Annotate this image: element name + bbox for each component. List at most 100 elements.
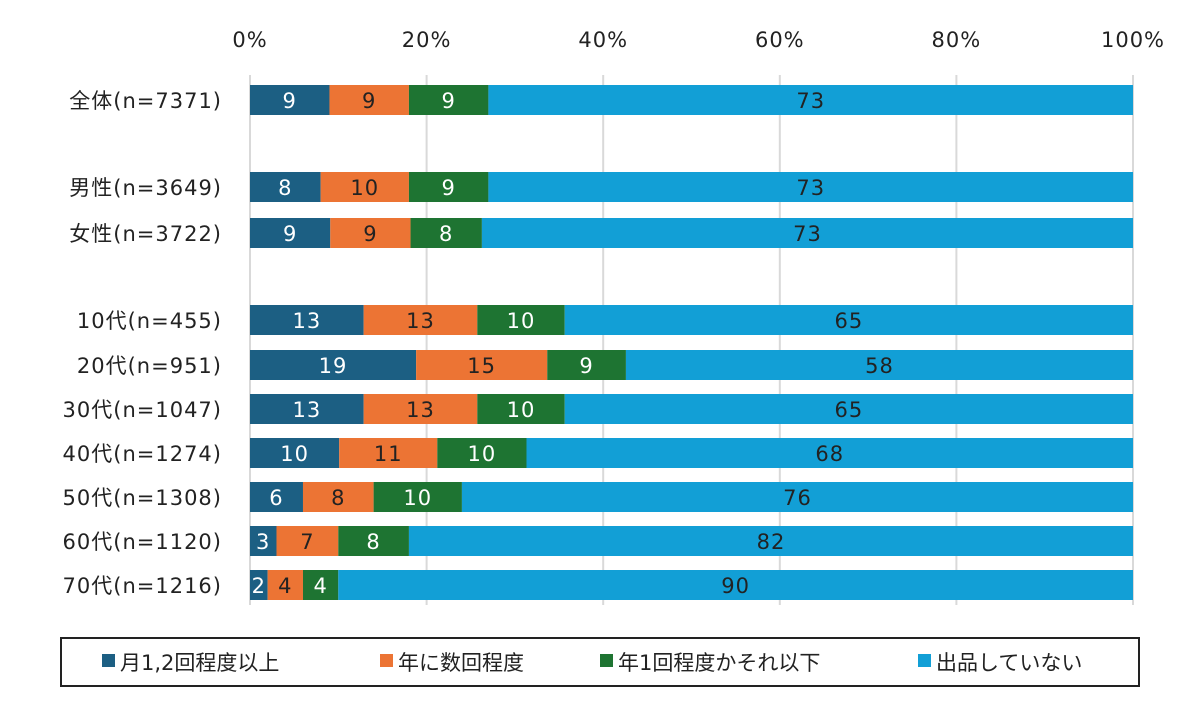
bar-segment (363, 305, 478, 335)
data-label: 9 (579, 354, 593, 378)
bar-segment (267, 570, 303, 600)
data-label: 73 (793, 222, 822, 246)
data-label: 9 (363, 222, 377, 246)
x-axis-ticks: 0% 20% 40% 60% 80% 100% (232, 28, 1165, 52)
data-label: 13 (292, 309, 321, 333)
data-label: 9 (441, 176, 455, 200)
bar-segment (363, 394, 478, 424)
category-label: 全体(n=7371) (69, 89, 222, 113)
category-label: 50代(n=1308) (63, 486, 222, 510)
bar-segment (250, 350, 417, 380)
legend-swatch (600, 654, 613, 667)
category-label: 30代(n=1047) (63, 398, 222, 422)
data-label: 11 (374, 442, 403, 466)
bar-segment (416, 350, 548, 380)
category-label: 60代(n=1120) (63, 530, 222, 554)
bar-segment (250, 305, 364, 335)
data-label: 10 (350, 176, 379, 200)
category-label: 70代(n=1216) (63, 574, 222, 598)
data-label: 73 (796, 176, 825, 200)
bar-segment (488, 85, 1133, 115)
data-label: 58 (865, 354, 894, 378)
data-label: 65 (834, 398, 863, 422)
x-tick-label: 100% (1101, 28, 1165, 52)
data-label: 90 (721, 574, 750, 598)
data-label: 13 (406, 398, 435, 422)
data-label: 13 (406, 309, 435, 333)
bar-segment (625, 350, 1133, 380)
legend-label: 年1回程度かそれ以下 (618, 651, 820, 675)
bar-segment (488, 172, 1133, 202)
data-label: 9 (362, 89, 376, 113)
bar-segment (250, 85, 330, 115)
bar-segment (250, 438, 340, 468)
data-label: 10 (507, 398, 536, 422)
bar-segment (329, 85, 409, 115)
bar-segment (330, 218, 411, 248)
data-label: 8 (439, 222, 453, 246)
bar-segment (547, 350, 626, 380)
bar-segment (250, 172, 321, 202)
data-label: 65 (834, 309, 863, 333)
bar-segment (250, 526, 277, 556)
bar-segment (410, 218, 482, 248)
data-label: 3 (256, 530, 270, 554)
bar-segment (526, 438, 1133, 468)
legend-swatch (380, 654, 393, 667)
gridlines (249, 75, 1134, 605)
data-label: 10 (468, 442, 497, 466)
bar-segment (477, 394, 565, 424)
data-label: 82 (757, 530, 786, 554)
bar-segment (250, 570, 268, 600)
data-label: 7 (300, 530, 314, 554)
data-label: 10 (280, 442, 309, 466)
bar-segment (437, 438, 527, 468)
legend-label: 月1,2回程度以上 (120, 651, 279, 675)
bar-segment (564, 305, 1133, 335)
category-label: 男性(n=3649) (69, 176, 222, 200)
bar-segment (481, 218, 1133, 248)
data-label: 15 (467, 354, 496, 378)
data-label: 76 (783, 486, 812, 510)
category-label: 女性(n=3722) (69, 222, 222, 246)
legend-label: 出品していない (936, 651, 1082, 675)
bar-segment (320, 172, 409, 202)
bar-segment (408, 85, 489, 115)
data-label: 9 (283, 89, 297, 113)
bar-segment (477, 305, 565, 335)
x-tick-label: 40% (578, 28, 628, 52)
legend: 月1,2回程度以上 年に数回程度 年1回程度かそれ以下 出品していない (60, 637, 1140, 687)
category-label: 40代(n=1274) (63, 442, 222, 466)
data-label: 4 (278, 574, 292, 598)
bar-segment (339, 438, 438, 468)
data-label: 10 (507, 309, 536, 333)
data-label: 6 (269, 486, 283, 510)
bar-segment (250, 394, 364, 424)
bar-segment (373, 482, 462, 512)
bar-segment (250, 218, 331, 248)
data-label: 8 (278, 176, 292, 200)
x-tick-label: 20% (402, 28, 452, 52)
legend-swatch (918, 654, 931, 667)
bar-segment (302, 570, 339, 600)
category-labels: 全体(n=7371) 男性(n=3649) 女性(n=3722) 10代(n=455)… (63, 89, 222, 598)
x-tick-label: 60% (755, 28, 805, 52)
bar-segment (338, 570, 1133, 600)
bar-segment (276, 526, 339, 556)
data-label: 4 (313, 574, 327, 598)
legend-swatch (102, 654, 115, 667)
x-tick-label: 80% (932, 28, 982, 52)
bar-segment (461, 482, 1133, 512)
data-label: 2 (252, 574, 266, 598)
data-label: 8 (366, 530, 380, 554)
bar-segment (302, 482, 374, 512)
category-label: 10代(n=455) (77, 309, 222, 333)
data-label: 68 (815, 442, 844, 466)
x-tick-label: 0% (232, 28, 267, 52)
data-label: 19 (319, 354, 348, 378)
bar-segment (250, 482, 303, 512)
category-label: 20代(n=951) (77, 354, 222, 378)
bar-segment (408, 526, 1133, 556)
